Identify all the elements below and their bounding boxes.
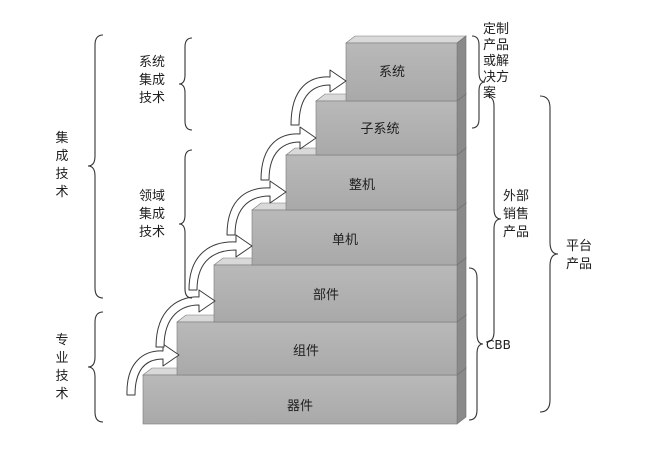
label-cbb: CBB (486, 338, 511, 352)
brace-xitong-jicheng (178, 37, 193, 131)
level-block-qijian: 器件 (142, 367, 467, 425)
arrow-icon-3 (188, 234, 253, 291)
arrow-icon-6 (290, 69, 347, 126)
climb-arrows (126, 69, 347, 396)
brace-cbb (468, 267, 484, 421)
svg-text:外部: 外部 (503, 189, 529, 204)
svg-text:定制: 定制 (483, 22, 509, 37)
label-jicheng-jishu: 集 成 技 术 (55, 130, 68, 200)
svg-text:集: 集 (55, 130, 68, 146)
arrow-icon-2 (155, 289, 216, 348)
level-label-bujian: 部件 (313, 288, 339, 303)
label-xitong-jicheng: 系统 集成 技术 (139, 55, 165, 106)
right-annotations: 定制 产品 或解 决方 案 外部 销售 产品 CBB 平台 产品 (468, 22, 592, 421)
label-dingzhi: 定制 产品 或解 决方 案 (483, 22, 509, 101)
svg-text:成: 成 (55, 149, 68, 164)
svg-text:产品: 产品 (566, 257, 592, 272)
svg-text:决方: 决方 (483, 69, 509, 85)
svg-text:产品: 产品 (503, 225, 529, 240)
label-pingtai: 平台 产品 (566, 239, 592, 272)
svg-text:领域: 领域 (139, 189, 165, 204)
brace-lingyu-jicheng (178, 149, 193, 299)
svg-text:销售: 销售 (503, 206, 529, 222)
svg-text:集成: 集成 (139, 72, 165, 88)
level-block-zujian: 组件 (176, 314, 467, 376)
level-block-zixitong: 子系统 (315, 93, 467, 156)
svg-text:技术: 技术 (139, 91, 165, 106)
level-block-bujian: 部件 (213, 257, 467, 323)
svg-text:案: 案 (483, 86, 496, 101)
svg-text:集成: 集成 (139, 206, 165, 222)
left-annotations: 集 成 技 术 专 业 技 术 系统 集成 技术 领域 集成 技术 (55, 34, 193, 423)
brace-jicheng-jishu (87, 34, 104, 299)
brace-waibu (485, 95, 502, 343)
level-label-zixitong: 子系统 (360, 122, 399, 137)
level-label-danji: 单机 (332, 233, 358, 248)
svg-text:技: 技 (55, 369, 68, 384)
label-waibu: 外部 销售 产品 (503, 189, 529, 240)
svg-text:产品: 产品 (483, 38, 509, 53)
svg-text:术: 术 (55, 185, 68, 200)
arrow-icon-4 (226, 180, 287, 236)
label-lingyu-jicheng: 领域 集成 技术 (139, 189, 165, 240)
level-label-qijian: 器件 (287, 399, 313, 414)
level-block-zhengji: 整机 (285, 147, 467, 211)
arrow-icon-5 (260, 126, 317, 181)
svg-text:技术: 技术 (139, 225, 165, 240)
level-block-xitong: 系统 (345, 35, 467, 102)
staircase: 器件 组件 部件 单机 整机 (142, 35, 467, 425)
level-block-danji: 单机 (251, 202, 467, 266)
svg-text:业: 业 (55, 351, 68, 366)
brace-dingzhi (471, 35, 486, 129)
svg-text:或解: 或解 (483, 54, 509, 69)
svg-text:系统: 系统 (139, 55, 165, 70)
label-zhuanye-jishu: 专 业 技 术 (55, 333, 68, 402)
level-label-zujian: 组件 (293, 344, 319, 359)
level-label-zhengji: 整机 (349, 178, 375, 193)
svg-text:平台: 平台 (566, 239, 592, 254)
svg-text:术: 术 (55, 387, 68, 402)
brace-pingtai (539, 95, 559, 413)
brace-zhuanye-jishu (87, 311, 104, 423)
svg-text:专: 专 (55, 333, 68, 348)
arrow-icon-1 (126, 343, 180, 396)
svg-text:技: 技 (55, 167, 68, 182)
level-label-xitong: 系统 (379, 65, 405, 80)
